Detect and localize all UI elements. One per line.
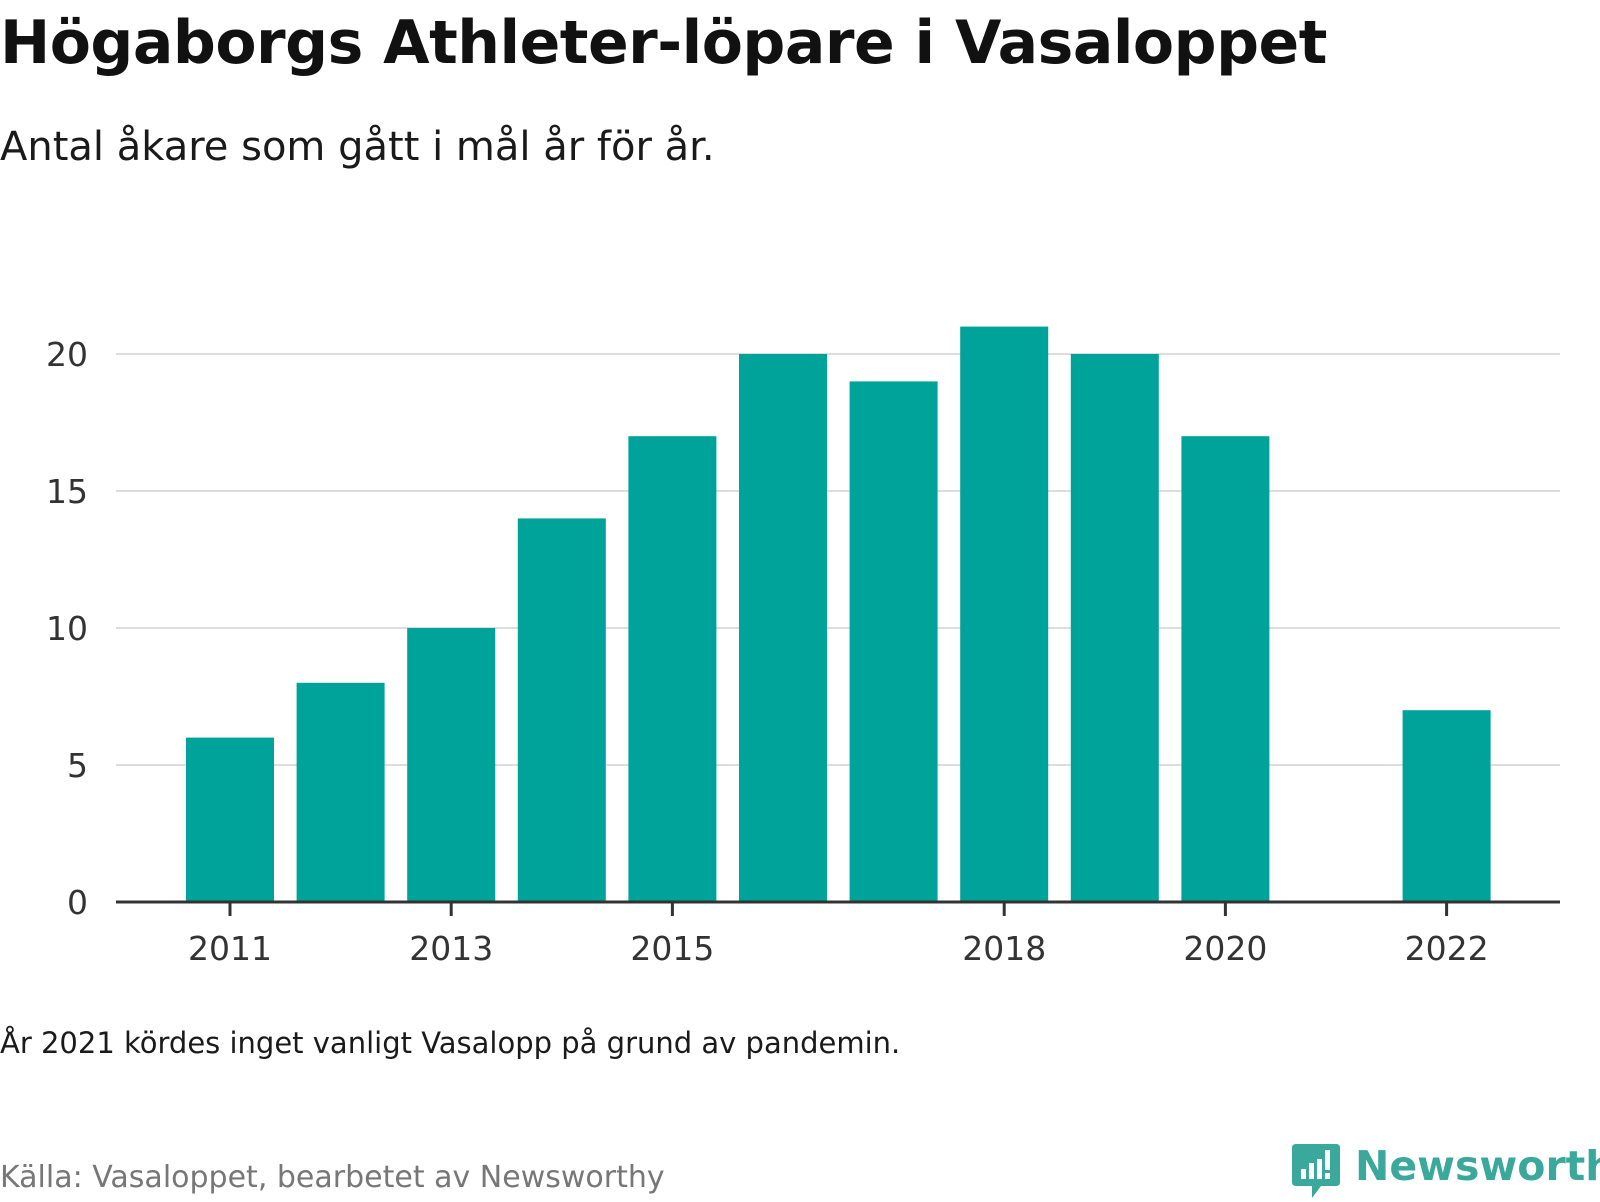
bar-chart: 0 5 10 15 20 2011 2013 2015 2018 2020 2022 xyxy=(46,326,1560,968)
y-tick-label: 20 xyxy=(46,335,88,374)
x-tick-label: 2020 xyxy=(1183,929,1267,968)
bar-2015 xyxy=(628,436,717,902)
bar-2016 xyxy=(739,354,827,902)
brand-name: Newsworthy xyxy=(1355,1142,1600,1190)
y-tick-label: 0 xyxy=(67,883,88,922)
axes: 0 5 10 15 20 2011 2013 2015 2018 2020 2022 xyxy=(46,335,1560,968)
chart-subtitle: Antal åkare som gått i mål år för år. xyxy=(0,124,715,170)
bar-2022 xyxy=(1402,710,1491,902)
bars xyxy=(186,326,1491,903)
bar-2013 xyxy=(407,628,496,902)
chart-title: Högaborgs Athleter-löpare i Vasaloppet xyxy=(0,8,1327,78)
bar-2012 xyxy=(296,682,385,902)
bar-2011 xyxy=(186,737,274,902)
bar-2014 xyxy=(517,518,606,902)
bar-2019 xyxy=(1070,354,1159,902)
x-tick-label: 2022 xyxy=(1405,929,1489,968)
bar-2020 xyxy=(1181,436,1270,902)
y-tick-label: 5 xyxy=(67,746,88,785)
y-tick-label: 15 xyxy=(46,472,88,511)
bar-2017 xyxy=(849,381,938,902)
brand-logo: Newsworthy xyxy=(1291,1142,1600,1202)
x-tick-label: 2018 xyxy=(962,929,1046,968)
bar-2018 xyxy=(960,326,1049,903)
y-tick-label: 10 xyxy=(46,609,88,648)
bar-chart-speech-bubble-icon xyxy=(1292,1144,1340,1198)
x-tick-label: 2015 xyxy=(630,929,714,968)
source-credit: Källa: Vasaloppet, bearbetet av Newswort… xyxy=(0,1160,665,1195)
x-tick-label: 2011 xyxy=(188,929,272,968)
chart-footnote: År 2021 kördes inget vanligt Vasalopp på… xyxy=(0,1026,901,1060)
x-tick-label: 2013 xyxy=(409,929,493,968)
